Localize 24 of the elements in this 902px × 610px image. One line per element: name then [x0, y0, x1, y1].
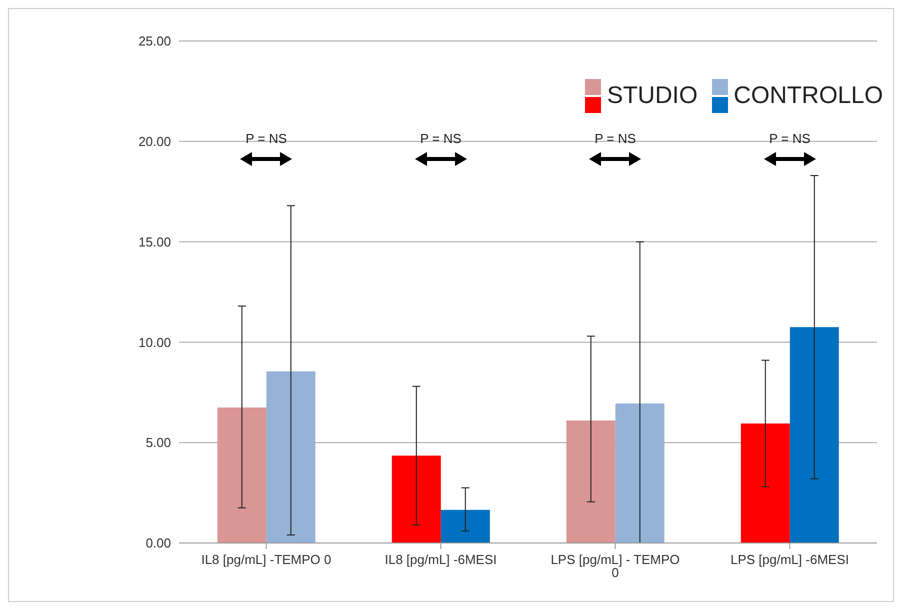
- annotation: P = NS: [768, 131, 812, 146]
- annotation: P = NS: [594, 131, 637, 146]
- bar: [217, 407, 266, 543]
- bar: [615, 403, 664, 543]
- annotation: P = NS: [419, 131, 462, 146]
- y-tick-label: 20.00: [138, 134, 171, 150]
- x-tick-label: IL8 [pg/mL] -6MESI: [384, 552, 497, 568]
- bar: [392, 456, 441, 543]
- y-tick-label: 5.00: [146, 435, 171, 450]
- bar: [566, 420, 616, 543]
- x-tick-label: LPS [pg/mL] -6MESI: [730, 552, 849, 568]
- y-tick-label: 15.00: [138, 234, 171, 250]
- bar: [440, 510, 490, 543]
- legend-label: CONTROLLO: [734, 82, 883, 110]
- annotation: P = NS: [244, 131, 288, 146]
- legend-label: STUDIO: [606, 82, 698, 110]
- bar: [266, 371, 316, 543]
- x-tick-label: LPS [pg/mL] - TEMPO 0: [550, 552, 680, 580]
- x-tick-label: IL8 [pg/mL] -TEMPO 0: [201, 552, 332, 568]
- bar: [790, 327, 839, 543]
- y-tick-label: 10.00: [138, 334, 171, 350]
- y-tick-label: 0.00: [146, 536, 171, 551]
- y-tick-label: 25.00: [138, 34, 171, 49]
- bar: [740, 424, 790, 543]
